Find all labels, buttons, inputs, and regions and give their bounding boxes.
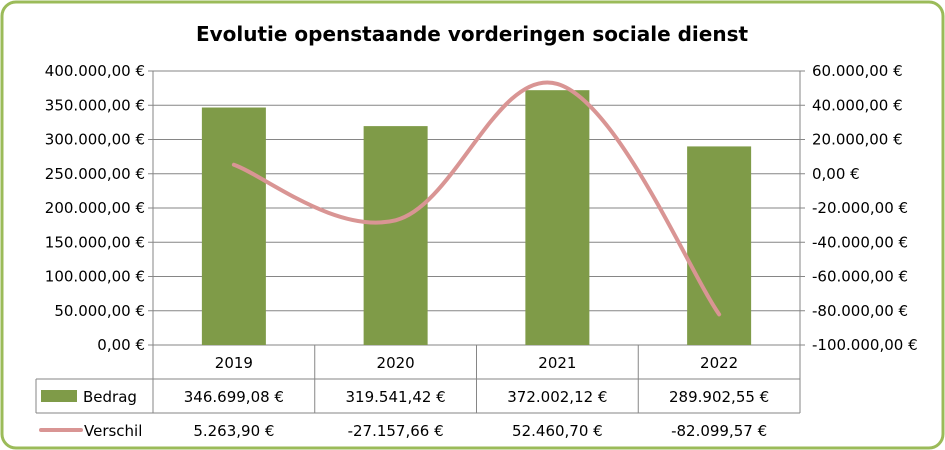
left-axis-tick-label: 350.000,00 € <box>45 96 145 114</box>
legend-label: Verschil <box>84 422 142 440</box>
axes: 0,00 € 50.000,00 € 100.000,00 € 150.000,00 … <box>45 62 918 354</box>
left-axis-tick-label: 300.000,00 € <box>45 131 145 149</box>
table-cell-value: 52.460,70 € <box>512 422 603 440</box>
category-label: 2022 <box>700 354 738 372</box>
right-axis-tick-label: 20.000,00 € <box>812 131 903 149</box>
right-axis-tick-label: -40.000,00 € <box>812 233 908 251</box>
category-label: 2020 <box>377 354 415 372</box>
table-cell-value: 5.263,90 € <box>193 422 274 440</box>
data-table: 2019 2020 2021 2022 Bedrag 346.699,08 € 319.54… <box>35 345 801 440</box>
table-cell-value: -82.099,57 € <box>671 422 767 440</box>
category-label: 2021 <box>538 354 576 372</box>
table-cell-value: 319.541,42 € <box>346 388 446 406</box>
left-axis-tick-label: 400.000,00 € <box>45 62 145 80</box>
right-axis-tick-label: 60.000,00 € <box>812 62 903 80</box>
left-axis-tick-label: 100.000,00 € <box>45 268 145 286</box>
line-verschil <box>231 80 722 317</box>
right-axis-tick-label: -100.000,00 € <box>812 336 918 354</box>
left-axis-tick-label: 0,00 € <box>97 336 145 354</box>
table-cell-value: 346.699,08 € <box>184 388 284 406</box>
right-axis-tick-label: -60.000,00 € <box>812 268 908 286</box>
table-cell-value: 289.902,55 € <box>669 388 769 406</box>
category-label: 2019 <box>215 354 253 372</box>
legend-label: Bedrag <box>83 388 137 406</box>
line-series <box>231 80 722 317</box>
left-axis-tick-label: 200.000,00 € <box>45 199 145 217</box>
left-axis-tick-label: 150.000,00 € <box>45 233 145 251</box>
table-cell-value: 372.002,12 € <box>507 388 607 406</box>
right-axis-tick-label: -20.000,00 € <box>812 199 908 217</box>
table-cell-value: -27.157,66 € <box>348 422 444 440</box>
chart-title: Evolutie openstaande vorderingen sociale… <box>196 22 749 46</box>
legend-swatch-bedrag <box>41 390 77 402</box>
bar <box>363 126 428 345</box>
bar <box>525 90 590 345</box>
left-axis-tick-label: 250.000,00 € <box>45 165 145 183</box>
right-axis-tick-label: 40.000,00 € <box>812 96 903 114</box>
right-axis-tick-label: -80.000,00 € <box>812 302 908 320</box>
right-axis-tick-label: 0,00 € <box>812 165 860 183</box>
left-axis-tick-label: 50.000,00 € <box>54 302 145 320</box>
bar <box>201 107 266 345</box>
